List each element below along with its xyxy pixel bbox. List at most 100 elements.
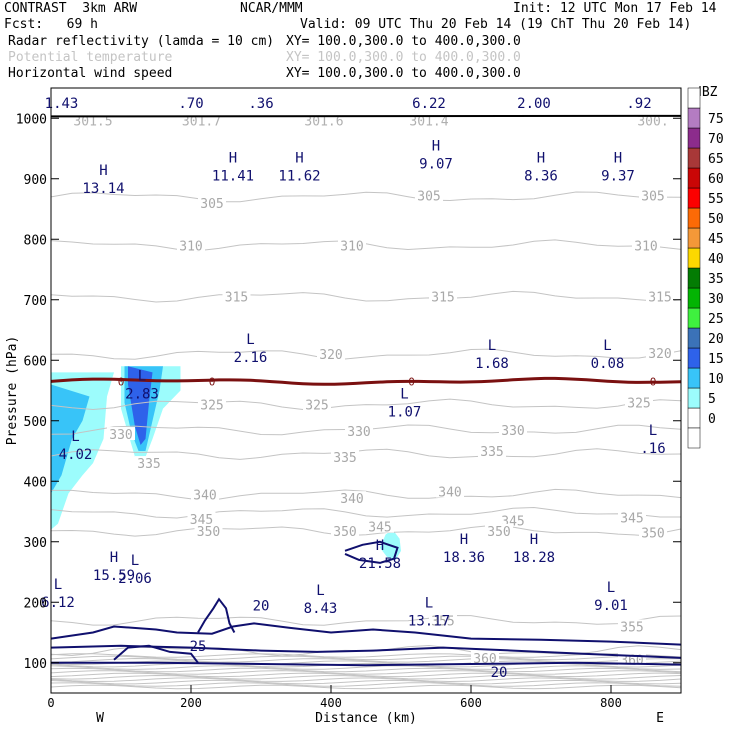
theta-label-bg [331, 450, 359, 464]
x-tick-label: 200 [180, 696, 202, 710]
extremum-value: 9.07 [419, 157, 453, 173]
field-reflectivity-xy: XY= 100.0,300.0 to 400.0,300.0 [286, 34, 521, 49]
wind-speed-contour [113, 644, 199, 664]
theta-label: 355 [620, 620, 643, 635]
extremum-marker-l: L [316, 583, 324, 599]
colorbar-tick-label: 55 [708, 192, 724, 207]
theta-label-bg [478, 444, 506, 457]
freezing-level-label: 0 [408, 375, 415, 388]
top-extremum-value: .70 [178, 96, 203, 112]
x-tick-label: 600 [460, 696, 482, 710]
extremum-value: 18.28 [513, 550, 555, 566]
wind-speed-contour [51, 661, 681, 667]
extremum-value: 15.59 [93, 568, 135, 584]
theta-label-bg [499, 422, 527, 436]
theta-label: 320 [648, 347, 671, 362]
colorbar-swatch [687, 407, 701, 429]
extremum-marker-h: H [229, 151, 237, 167]
y-tick-label: 300 [24, 536, 47, 551]
field-theta-xy: XY= 100.0,300.0 to 400.0,300.0 [286, 50, 521, 65]
theta-label-bg [646, 289, 674, 303]
colorbar-tick-label: 40 [708, 252, 724, 267]
extremum-marker-l: L [607, 580, 615, 596]
theta-label: 315 [225, 291, 248, 306]
theta-label: 310 [179, 239, 202, 254]
extremum-value: 21.58 [359, 556, 401, 572]
colorbar-tick-label: 5 [708, 392, 716, 407]
colorbar-tick-label: 70 [708, 132, 724, 147]
colorbar-swatch [687, 347, 701, 369]
x-axis-label: Distance (km) [315, 711, 417, 726]
colorbar-swatch [687, 227, 701, 249]
field-reflectivity: Radar reflectivity (lamda = 10 cm) [8, 34, 275, 49]
refl-tower-15 [128, 366, 153, 445]
extremum-value: 8.43 [304, 601, 338, 617]
colorbar-swatch [687, 247, 701, 269]
extremum-marker-l: L [131, 553, 139, 569]
field-wind: Horizontal wind speed [8, 66, 173, 81]
extremum-marker-l: L [54, 577, 62, 593]
wind-speed-contour [344, 540, 399, 564]
theta-label-bg [303, 397, 331, 411]
extremum-value: 1.07 [388, 405, 422, 421]
theta-isentrope [51, 191, 681, 203]
extremum-marker-l: L [488, 338, 496, 354]
wind-speed-contour [197, 597, 236, 634]
extremum-value: 6.12 [41, 595, 75, 611]
theta-label: 345 [368, 521, 391, 536]
theta-label-bg [639, 525, 667, 539]
theta-label-bg [194, 523, 223, 537]
y-tick-label: 1000 [16, 112, 47, 127]
theta-label-bg [485, 523, 513, 537]
theta-isentrope [51, 506, 681, 519]
theta-isentrope [51, 290, 681, 303]
extremum-value: 9.37 [601, 169, 635, 185]
y-tick-label: 400 [24, 475, 47, 490]
theta-label: 320 [319, 348, 342, 363]
theta-label-bg [135, 456, 163, 470]
y-tick-label: 200 [24, 596, 47, 611]
top-extremum-value: .36 [248, 96, 273, 112]
x-tick-label: 400 [320, 696, 342, 710]
extremum-marker-h: H [530, 532, 538, 548]
theta-isentrope-upper [51, 672, 681, 678]
wind-speed-contour [51, 622, 681, 646]
theta-isentrope [51, 614, 681, 626]
freezing-level-label: 0 [209, 375, 216, 388]
refl-plume-10 [51, 384, 90, 494]
y-tick-label: 500 [24, 415, 47, 430]
theta-isentrope-upper [51, 665, 681, 670]
wind-contour-label: 25 [190, 639, 207, 655]
extremum-marker-h: H [295, 151, 303, 167]
valid-time: Valid: 09 UTC Thu 20 Feb 14 (19 ChT Thu … [300, 17, 692, 32]
extremum-value: 11.41 [212, 169, 254, 185]
theta-label-bg [187, 511, 216, 525]
theta-label: 305 [417, 190, 440, 205]
theta-label: 310 [634, 239, 657, 254]
colorbar-tick-label: 10 [708, 372, 724, 387]
theta-label: 325 [200, 398, 223, 413]
theta-label-bg [471, 650, 499, 664]
theta-isentrope [51, 524, 681, 537]
theta-label-bg [618, 510, 646, 524]
theta-label: 325 [305, 398, 328, 413]
theta-label-bg [338, 238, 366, 252]
extremum-marker-l: L [649, 423, 657, 439]
y-tick-label: 600 [24, 354, 47, 369]
colorbar-swatch [687, 307, 701, 329]
extremum-value: 9.01 [594, 598, 628, 614]
theta-isentrope-upper [51, 674, 681, 680]
x-axis-west-label: W [96, 711, 104, 726]
colorbar-tick-label: 65 [708, 152, 724, 167]
extremum-value: 0.08 [591, 356, 625, 372]
theta-label: 345 [620, 512, 643, 527]
theta-label: 340 [193, 489, 216, 504]
theta-label: 315 [431, 291, 454, 306]
extremum-marker-l: L [246, 332, 254, 348]
freezing-level-label: 0 [650, 375, 657, 388]
theta-label: 355 [431, 614, 454, 629]
colorbar-swatch [687, 167, 701, 189]
theta-label: 305 [200, 197, 223, 212]
x-tick-label: 800 [600, 696, 622, 710]
wind-speed-contour [51, 644, 681, 659]
